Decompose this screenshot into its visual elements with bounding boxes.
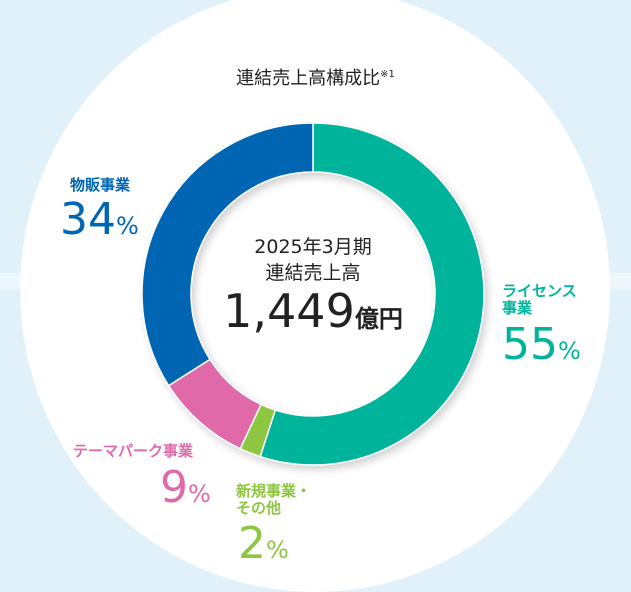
center-unit: 億円 — [354, 305, 403, 333]
label-themepark: テーマパーク事業 — [73, 442, 194, 460]
title-text: 連結売上高構成比 — [236, 68, 381, 89]
pct-merchandise: 34% — [60, 194, 139, 245]
donut-segment-3 — [141, 122, 314, 387]
center-value: 1,449 — [223, 284, 355, 338]
donut-segment-0 — [259, 122, 485, 466]
label-merchandise: 物販事業 — [70, 176, 131, 194]
pct-new-business: 2% — [238, 518, 289, 569]
center-caption: 連結売上高 — [265, 262, 361, 284]
pct-license: 55% — [502, 319, 581, 370]
donut-chart — [141, 122, 485, 466]
chart-title: 連結売上高構成比※1 — [0, 64, 631, 90]
label-new-business: 新規事業・ その他 — [236, 482, 312, 517]
center-period: 2025年3月期 — [254, 236, 372, 258]
title-note: ※1 — [380, 69, 395, 80]
background-circle — [20, 0, 610, 592]
label-license: ライセンス 事業 — [502, 282, 577, 317]
pct-themepark: 9% — [160, 462, 211, 513]
center-total: 1,449億円 — [203, 284, 423, 338]
